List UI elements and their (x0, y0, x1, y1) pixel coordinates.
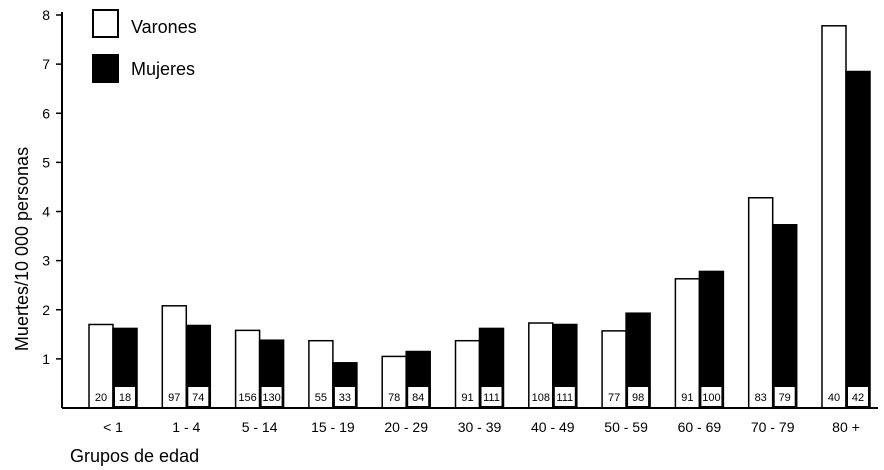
count-box (164, 387, 185, 406)
legend-label-varones: Varones (131, 17, 197, 37)
y-axis-title: Muertes/10 000 personas (12, 147, 32, 351)
legend-swatch-mujeres (92, 54, 119, 83)
count-box (310, 387, 331, 406)
bar-mujeres (698, 270, 725, 409)
count-label: 156 (238, 392, 256, 404)
count-label: 83 (755, 392, 767, 404)
count-label: 20 (95, 392, 107, 404)
y-tick-label: 6 (42, 105, 50, 121)
count-box (261, 387, 282, 406)
count-box (457, 387, 478, 406)
x-tick-label: 30 - 39 (458, 419, 502, 435)
count-box (334, 387, 355, 406)
bars-group: 20 18 97 74 156 130 55 33 78 84 91 111 108 111 77 98 91 1… (88, 25, 871, 409)
y-tick-label: 2 (42, 302, 50, 318)
x-axis-title: Grupos de edad (70, 446, 199, 466)
count-box (604, 387, 625, 406)
count-label: 84 (412, 392, 424, 404)
count-label: 100 (702, 392, 720, 404)
count-box (408, 387, 429, 406)
y-tick-label: 8 (42, 7, 50, 23)
count-label: 111 (556, 392, 573, 404)
x-tick-label: 5 - 14 (242, 419, 278, 435)
count-box (530, 387, 551, 406)
x-tick-label: 60 - 69 (678, 419, 722, 435)
count-label: 79 (779, 392, 791, 404)
count-box (554, 387, 575, 406)
y-tick-label: 1 (42, 351, 50, 367)
x-tick-label: 70 - 79 (751, 419, 795, 435)
count-label: 78 (388, 392, 400, 404)
count-box (774, 387, 795, 406)
count-label: 18 (119, 392, 131, 404)
bar-varones (821, 25, 847, 409)
count-label: 55 (315, 392, 327, 404)
y-tick-label: 5 (42, 154, 50, 170)
count-box (848, 387, 868, 406)
count-label: 91 (461, 392, 473, 404)
legend-label-mujeres: Mujeres (131, 59, 195, 79)
count-label: 97 (168, 392, 180, 404)
bar-mujeres (771, 224, 798, 409)
count-box (115, 387, 135, 406)
count-label: 91 (681, 392, 693, 404)
x-tick-label: 40 - 49 (531, 419, 575, 435)
count-label: 40 (828, 392, 840, 404)
count-box (750, 387, 771, 406)
count-box (701, 387, 722, 406)
count-box (188, 387, 209, 406)
count-box (481, 387, 502, 406)
x-tick-label: 50 - 59 (604, 419, 648, 435)
count-label: 98 (632, 392, 644, 404)
legend: Varones Mujeres (92, 9, 197, 83)
x-tick-label: 20 - 29 (384, 419, 428, 435)
y-tick-label: 4 (42, 204, 50, 220)
count-box (237, 387, 258, 406)
count-box (91, 387, 111, 406)
count-label: 74 (192, 392, 204, 404)
count-label: 130 (262, 392, 280, 404)
x-tick-label: 80 + (832, 419, 860, 435)
count-box (384, 387, 405, 406)
x-tick-label: < 1 (103, 419, 123, 435)
bar-varones (747, 196, 774, 409)
legend-swatch-varones (92, 9, 119, 38)
count-box (677, 387, 698, 406)
count-label: 42 (852, 392, 864, 404)
count-label: 108 (532, 392, 550, 404)
count-label: 111 (483, 392, 500, 404)
count-label: 33 (339, 392, 351, 404)
x-tick-label: 1 - 4 (172, 419, 200, 435)
y-tick-label: 7 (42, 56, 50, 72)
count-label: 77 (608, 392, 620, 404)
x-tick-label: 15 - 19 (311, 419, 355, 435)
bar-mujeres (845, 70, 871, 409)
y-tick-label: 3 (42, 253, 50, 269)
count-box (628, 387, 649, 406)
count-box (824, 387, 844, 406)
bar-varones (674, 278, 701, 409)
